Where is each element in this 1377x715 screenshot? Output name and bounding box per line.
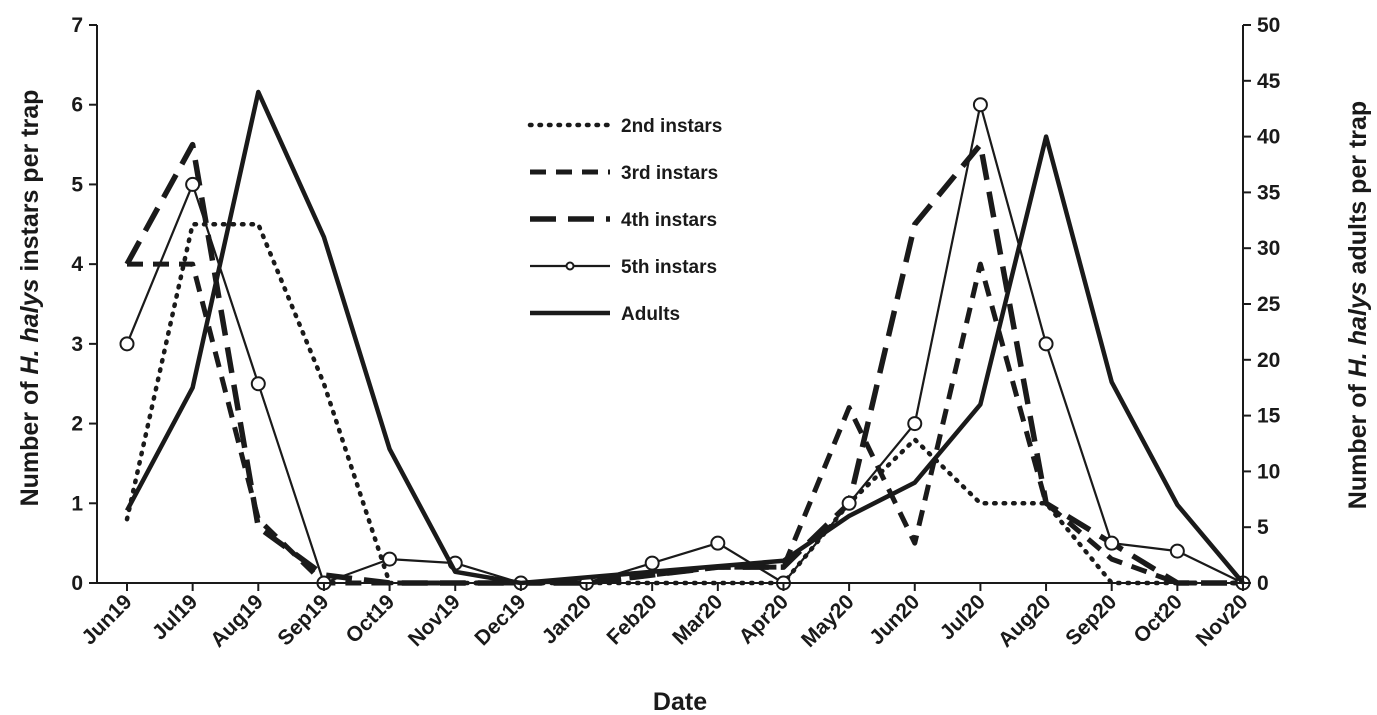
y-tick-right-label: 25: [1257, 293, 1281, 316]
series-point: [972, 97, 988, 113]
x-tick-label: Feb20: [603, 590, 662, 649]
x-tick-label: Nov19: [404, 590, 465, 651]
series-line-3: [125, 103, 1244, 585]
y-tick-left-label: 3: [71, 333, 83, 356]
series-point: [1169, 543, 1185, 559]
series-point: [1104, 535, 1120, 551]
y-tick-right-label: 35: [1257, 181, 1281, 204]
x-axis-title: Date: [653, 688, 707, 715]
legend-marker: [565, 261, 575, 271]
y-tick-left-label: 1: [71, 492, 83, 515]
y-axis-left-title: Number of H. halys instars per trap: [16, 90, 44, 507]
series-point: [644, 555, 660, 571]
y-tick-right-label: 30: [1257, 237, 1280, 260]
y-tick-right-label: 45: [1257, 70, 1281, 93]
y-tick-left-label: 0: [71, 572, 83, 595]
series-point: [1038, 336, 1054, 352]
y-tick-right-label: 40: [1257, 126, 1280, 149]
x-tick-label: Jul20: [936, 590, 990, 644]
series-point: [907, 416, 923, 432]
y-tick-right-label: 5: [1257, 516, 1269, 539]
legend-label: 4th instars: [621, 210, 717, 231]
y-axis-right-title: Number of H. halys adults per trap: [1344, 101, 1372, 509]
series-line-1: [127, 261, 1243, 586]
series-point: [382, 551, 398, 567]
legend: 2nd instars 3rd instars 4th instars 5th ins…: [527, 116, 722, 325]
x-tick-label: Jun20: [865, 590, 924, 649]
y-tick-right-label: 50: [1257, 14, 1280, 37]
series-point: [841, 495, 857, 511]
legend-label: 3rd instars: [621, 163, 718, 184]
series-point: [119, 336, 135, 352]
y-tick-right-label: 20: [1257, 349, 1280, 372]
legend-label: 5th instars: [621, 257, 717, 278]
x-tick-label: Jun19: [77, 590, 136, 649]
x-tick-label: Nov20: [1192, 590, 1253, 651]
legend-label: Adults: [621, 304, 680, 325]
x-tick-label: Sep20: [1061, 590, 1121, 650]
x-tick-label: Aug19: [206, 590, 268, 652]
x-tick-label: Oct20: [1129, 590, 1187, 648]
y-tick-left-label: 6: [71, 94, 83, 117]
y-tick-right-label: 10: [1257, 460, 1280, 483]
x-tick-label: Sep19: [273, 590, 333, 650]
x-tick-label: Aug20: [994, 590, 1056, 652]
legend-label: 2nd instars: [621, 116, 722, 137]
x-tick-label: Jul19: [148, 590, 202, 644]
x-tick-label: May20: [797, 590, 859, 652]
plot-lines: [119, 89, 1251, 591]
y-tick-right-label: 0: [1257, 572, 1269, 595]
series-point: [250, 376, 266, 392]
x-tick-label: Oct19: [342, 590, 400, 648]
x-tick-label: Apr20: [735, 590, 793, 648]
y-tick-left-label: 5: [71, 173, 83, 196]
x-tick-label: Dec19: [470, 590, 530, 650]
x-tick-label: Jan20: [538, 590, 596, 648]
y-tick-right-label: 15: [1257, 405, 1281, 428]
series-line-4: [125, 89, 1245, 586]
series-point: [185, 176, 201, 192]
x-tick-label: Mar20: [668, 590, 727, 649]
y-tick-left-label: 7: [71, 14, 83, 37]
y-tick-left-label: 4: [71, 253, 83, 276]
series-point: [710, 535, 726, 551]
y-tick-left-label: 2: [71, 413, 83, 436]
